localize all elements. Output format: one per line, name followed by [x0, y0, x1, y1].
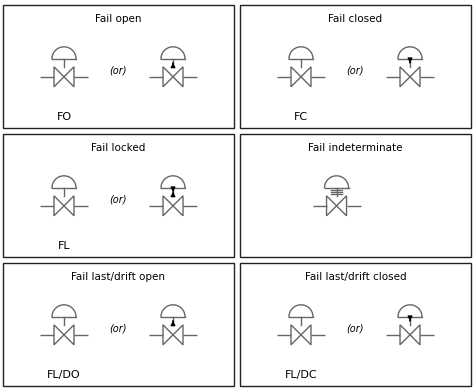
Text: Fail last/drift open: Fail last/drift open — [72, 272, 165, 282]
Text: FC: FC — [294, 112, 308, 122]
Text: Fail last/drift closed: Fail last/drift closed — [305, 272, 406, 282]
Bar — [240, 5, 471, 128]
Text: FO: FO — [56, 112, 72, 122]
Text: Fail locked: Fail locked — [91, 143, 146, 153]
Text: (or): (or) — [347, 324, 364, 334]
Text: FL/DO: FL/DO — [47, 370, 81, 380]
Text: (or): (or) — [110, 66, 127, 76]
Text: (or): (or) — [110, 195, 127, 205]
Bar — [3, 5, 234, 128]
Text: (or): (or) — [110, 324, 127, 334]
Bar — [240, 134, 471, 257]
Bar — [240, 263, 471, 386]
Text: Fail open: Fail open — [95, 14, 142, 24]
Text: FL/DC: FL/DC — [285, 370, 317, 380]
Bar — [3, 134, 234, 257]
Text: FL: FL — [58, 241, 70, 251]
Text: Fail closed: Fail closed — [328, 14, 383, 24]
Text: Fail indeterminate: Fail indeterminate — [308, 143, 403, 153]
Bar — [3, 263, 234, 386]
Text: (or): (or) — [347, 66, 364, 76]
